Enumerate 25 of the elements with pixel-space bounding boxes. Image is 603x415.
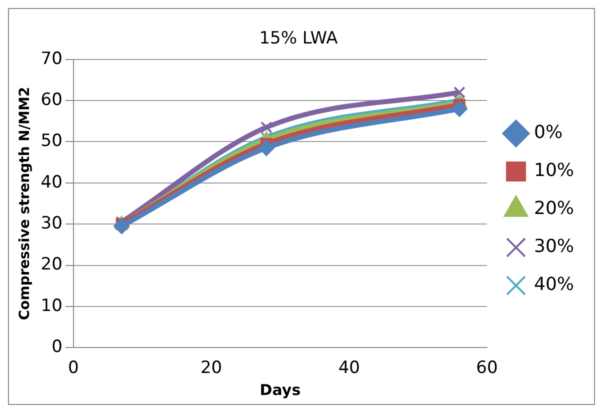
legend-label: 10%	[534, 160, 574, 182]
point	[258, 140, 274, 156]
legend-label: 40%	[534, 274, 574, 296]
y-tick-label: 10	[40, 296, 62, 316]
y-tick-label: 60	[40, 90, 62, 110]
x-axis-title: Days	[260, 380, 301, 399]
y-tick-label: 50	[40, 131, 62, 152]
x-tick-label: 60	[476, 358, 498, 378]
y-axis-title: Compressive strength N/MM2	[17, 86, 34, 320]
chart-title: 15% LWA	[259, 28, 338, 49]
x-tick-label: 20	[200, 358, 222, 378]
y-tick-label: 30	[40, 214, 62, 234]
legend-label: 0%	[534, 122, 563, 144]
legend-label: 20%	[534, 198, 574, 220]
y-tick-label: 70	[40, 48, 62, 69]
point	[453, 86, 466, 98]
y-tick-label: 20	[40, 254, 62, 275]
point	[451, 100, 468, 117]
x-tick-label: 0	[68, 358, 79, 378]
y-tick-label: 40	[40, 172, 62, 192]
point	[114, 218, 130, 234]
point	[260, 121, 272, 134]
legend-label: 30%	[534, 236, 574, 258]
x-tick-label: 40	[338, 358, 360, 378]
y-tick-label: 0	[52, 337, 62, 358]
